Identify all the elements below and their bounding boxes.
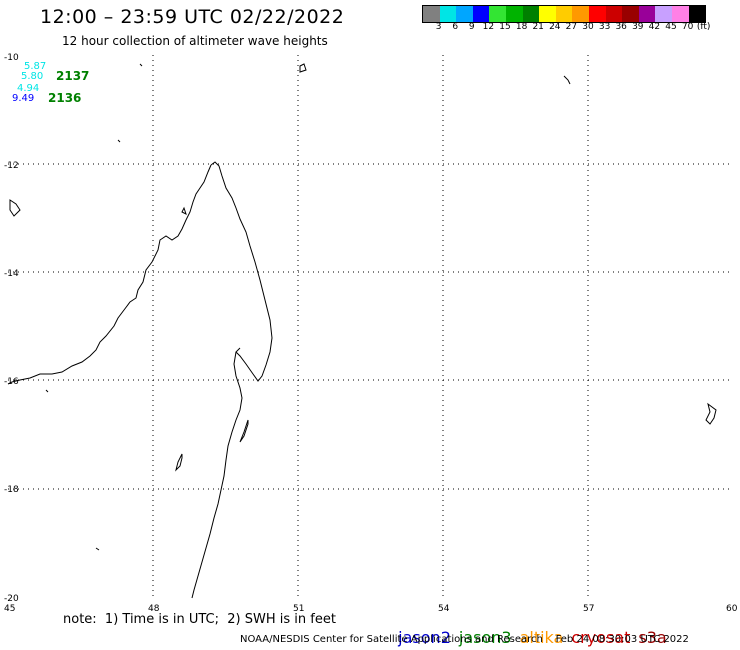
lat-tick: -10 [4,53,19,63]
satellite-s3a: s3a [638,628,667,647]
color-swatch [472,6,490,22]
observation-value: 5.80 [21,71,43,82]
satellite-altika: altika [519,628,564,647]
scale-label: 3 [435,22,442,32]
color-swatch [671,6,689,22]
lon-tick: 57 [583,604,594,614]
lat-tick: -20 [4,594,19,604]
color-swatch [555,6,573,22]
footer-note: note: 1) Time is in UTC; 2) SWH is in fe… [63,612,336,627]
color-swatch [605,6,623,22]
color-swatch [423,6,440,22]
pass-label: 2137 [56,69,89,83]
lat-tick: -12 [4,161,19,171]
satellite-legend: jason2 jason3 altika cryosat s3a [388,609,675,647]
map-grid [8,55,733,598]
pass-label: 2136 [48,91,81,105]
scale-label: 45 [665,22,677,32]
scale-label: 30 [582,22,594,32]
lon-tick: 51 [293,604,304,614]
lon-tick: 48 [148,604,160,614]
color-swatch [688,6,706,22]
color-swatch [456,6,473,22]
color-swatch [489,6,506,22]
scale-label: 70 [681,22,694,32]
lon-tick: 60 [726,604,738,614]
lat-tick: -16 [4,377,19,387]
lat-tick: -18 [4,485,19,495]
scale-label: 33 [598,22,611,32]
color-swatch [638,6,656,22]
color-swatch [439,6,457,22]
wave-height-color-scale [422,5,707,23]
satellite-jason2: jason2 [398,628,451,647]
scale-label: 18 [515,22,528,32]
observation-value: 5.87 [24,61,46,72]
scale-label: 15 [499,22,511,32]
lon-tick: 54 [438,604,450,614]
pass-labels: 2137 2136 [48,69,89,105]
scale-label: 24 [549,22,561,32]
lon-tick-labels: 45 48 51 54 57 60 [4,604,738,614]
observation-value: 4.94 [17,83,39,94]
credit-line: NOAA/NESDIS Center for Satellite Applica… [240,634,689,645]
wave-height-scale-labels: 3 6 9 12 15 18 21 24 27 30 33 36 39 42 45 70 (ft) [422,22,740,34]
lat-tick: -14 [4,269,19,279]
color-swatch [522,6,540,22]
scale-label: 39 [632,22,644,32]
color-swatch [539,6,556,22]
color-swatch [655,6,672,22]
observation-value: 9.49 [12,93,34,104]
color-swatch [572,6,589,22]
scale-label: 36 [615,22,627,32]
color-swatch [622,6,639,22]
scale-label: 12 [482,22,495,32]
color-swatch [588,6,606,22]
color-swatch [505,6,523,22]
scale-label: 6 [452,22,459,32]
satellite-jason3: jason3 [458,628,512,647]
lat-tick-labels: -10 -12 -14 -16 -18 -20 [4,53,19,604]
scale-unit: (ft) [696,22,711,32]
header: 12:00 – 23:59 UTC 02/22/2022 12 hour col… [0,0,740,55]
scale-label: 27 [565,22,578,32]
scale-label: 21 [532,22,544,32]
observations: 5.87 5.80 4.94 9.49 [12,61,46,104]
scale-label: 42 [648,22,661,32]
scale-label: 9 [468,22,475,32]
lon-tick: 45 [4,604,15,614]
coastline [7,63,717,599]
page-subtitle: 12 hour collection of altimeter wave hei… [62,34,328,48]
page-title: 12:00 – 23:59 UTC 02/22/2022 [40,6,345,28]
satellite-cryosat: cryosat [571,628,631,647]
